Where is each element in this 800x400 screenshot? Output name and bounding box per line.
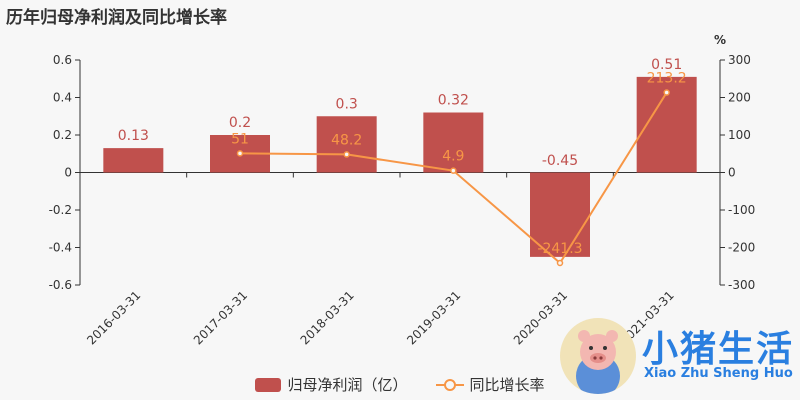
legend-label-bar: 归母净利润（亿） [287,376,408,394]
legend-label-line: 同比增长率 [469,376,545,394]
y-left-tick-label: 0.2 [53,128,72,142]
x-tick-label: 2016-03-31 [84,288,143,347]
y-left-tick-label: 0.4 [53,91,72,105]
bar-data-label: 0.32 [438,93,469,109]
legend-line-swatch [435,378,464,392]
y-right-tick-label: 0 [728,166,736,180]
y-right-tick-label: 300 [728,53,751,67]
bar [316,116,377,173]
y-left-tick-label: -0.6 [49,278,72,292]
y-left-tick-label: -0.2 [49,203,72,217]
line-data-label: 51 [231,131,249,147]
bar [530,172,590,257]
line-data-label: -241.3 [537,241,582,257]
y-right-unit: % [714,33,726,47]
chart-title: 历年归母净利润及同比增长率 [6,8,227,28]
y-right-tick-label: -200 [728,241,755,255]
y-left-tick-label: -0.4 [49,241,72,255]
line-data-label: 213.2 [647,71,687,87]
watermark-subtitle: Xiao Zhu Sheng Huo [644,366,793,381]
y-left-tick-label: 0.6 [53,53,72,67]
y-right-tick-label: -300 [728,278,755,292]
line-point [343,151,350,158]
pig-mascot-icon [560,318,636,394]
y-left-tick-label: 0 [64,166,72,180]
y-right-tick-label: 100 [728,128,751,142]
watermark-title: 小猪生活 [642,329,795,370]
bar-data-label: -0.45 [542,153,578,169]
y-right-tick-label: 200 [728,91,751,105]
bar-data-label: 0.13 [118,128,149,144]
line-point [556,259,564,267]
x-tick-label: 2018-03-31 [298,288,357,347]
bar [423,112,484,173]
line-point [663,89,670,96]
y-right-tick-label: -100 [728,203,755,217]
bar-data-label: 0.3 [336,96,358,112]
legend-item-bar[interactable]: 归母净利润（亿） [255,374,408,395]
line-point [236,150,244,157]
bar-data-label: 0.2 [229,115,251,131]
bar [103,148,164,173]
legend-item-line[interactable]: 同比增长率 [435,374,545,395]
x-tick-label: 2019-03-31 [404,288,463,347]
legend: 归母净利润（亿） 同比增长率 [0,374,800,395]
legend-bar-swatch [255,377,282,392]
x-tick-label: 2017-03-31 [191,288,250,347]
line-data-label: 4.9 [442,149,464,165]
line-point [450,167,457,174]
watermark: 小猪生活 Xiao Zhu Sheng Huo [556,316,800,400]
line-data-label: 48.2 [331,132,362,148]
bar-data-label: 0.51 [651,57,682,73]
